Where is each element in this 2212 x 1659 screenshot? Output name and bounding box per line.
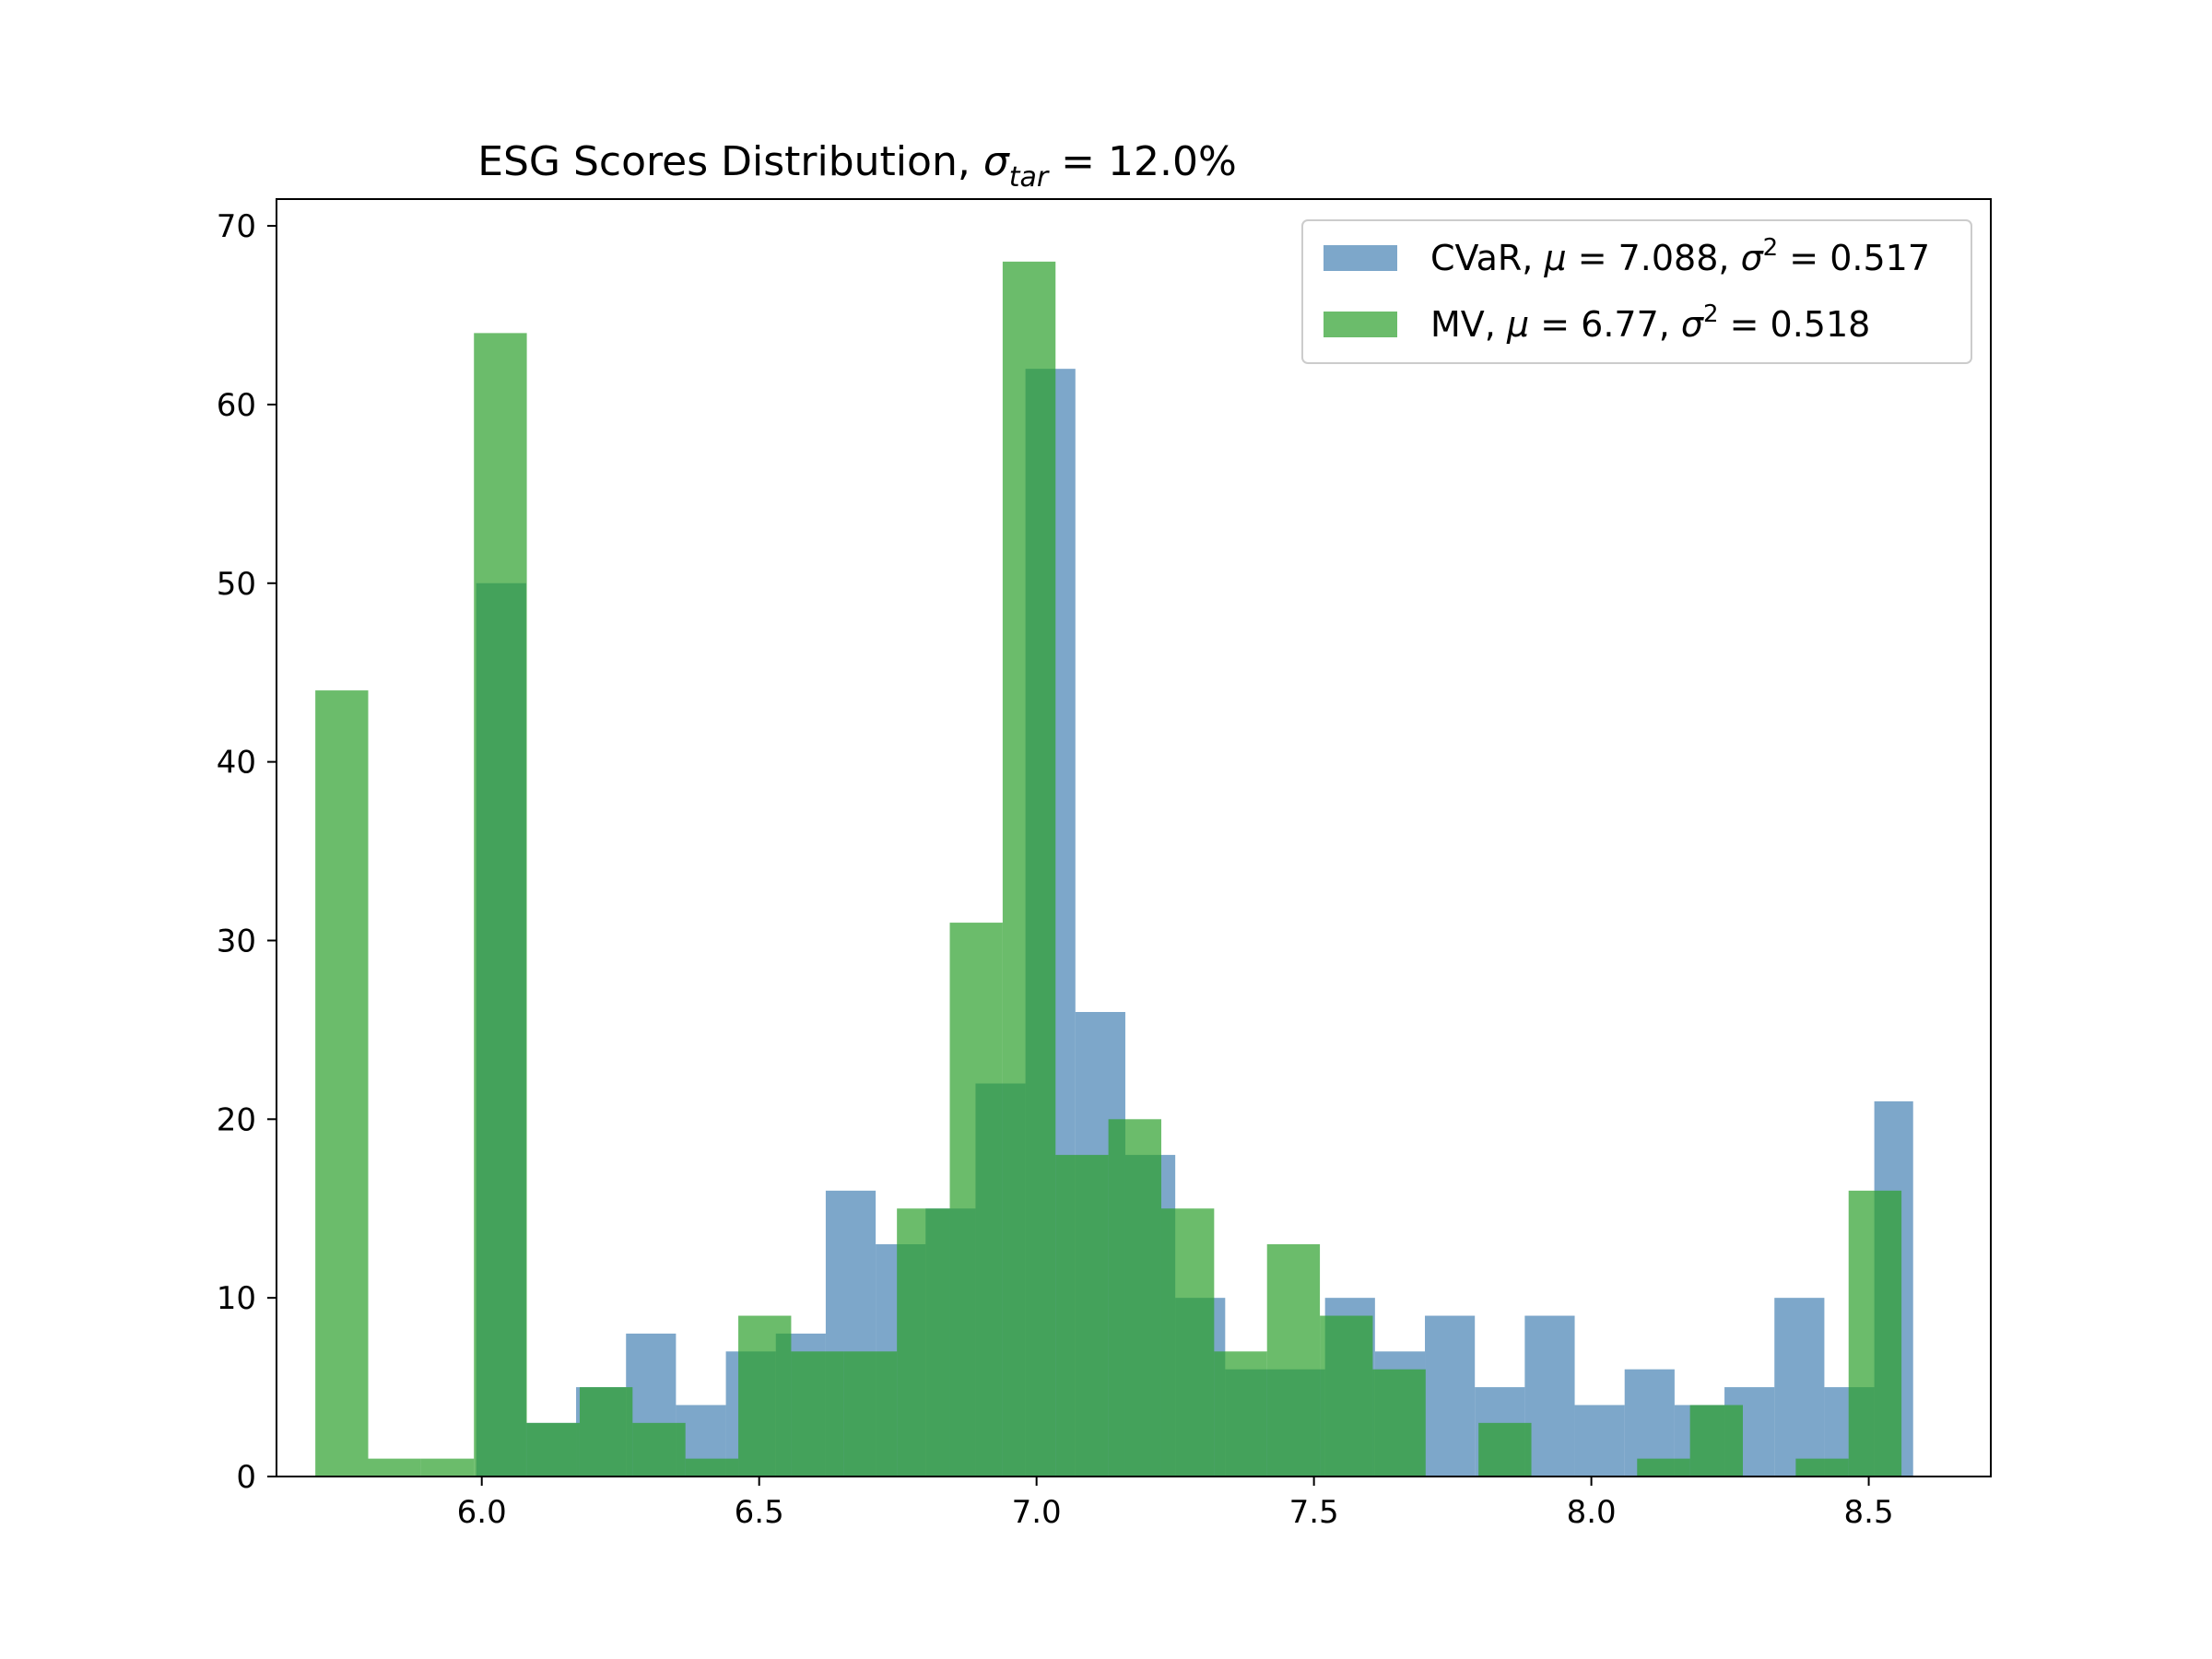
bar-mv-13 [1002,261,1056,1477]
series-mv [315,261,1902,1477]
bar-mv-1 [368,1458,421,1477]
bar-mv-3 [474,333,527,1477]
bar-mv-19 [1320,1315,1373,1477]
bar-mv-29 [1848,1190,1902,1477]
x-tick-label-2: 7.0 [1012,1494,1062,1531]
bar-mv-11 [897,1208,950,1477]
x-tick-label-1: 6.5 [735,1494,784,1531]
bar-mv-28 [1795,1458,1849,1477]
plot-frame [276,198,1992,1477]
bar-mv-8 [738,1315,792,1477]
bar-mv-15 [1108,1119,1161,1477]
bar-mv-14 [1055,1155,1109,1477]
y-tick-label-0: 0 [236,1459,256,1496]
y-axis: 0 10 20 30 40 50 60 70 [217,208,276,1496]
bar-mv-9 [791,1351,844,1477]
bar-cvar-19 [1425,1315,1476,1477]
bar-mv-18 [1266,1244,1321,1477]
y-tick-label-6: 60 [217,387,256,424]
bar-mv-4 [526,1422,580,1477]
bar-mv-7 [685,1458,739,1477]
x-tick-label-3: 7.5 [1289,1494,1339,1531]
bar-mv-22 [1478,1422,1532,1477]
legend-box [1301,219,1972,364]
x-axis: 6.0 6.5 7.0 7.5 8.0 8.5 [457,1477,1894,1531]
legend-swatch-cvar [1324,245,1397,271]
bar-cvar-21 [1524,1315,1575,1477]
bars-layer [315,261,1913,1477]
bar-mv-17 [1214,1351,1267,1477]
bar-mv-20 [1372,1369,1426,1477]
x-tick-label-0: 6.0 [457,1494,507,1531]
bar-mv-6 [632,1422,686,1477]
bar-mv-12 [949,923,1003,1477]
bar-mv-10 [843,1351,898,1477]
y-tick-label-1: 10 [217,1280,256,1317]
bar-mv-5 [579,1387,633,1477]
legend: CVaR, μ = 7.088, σ2 = 0.517 MV, μ = 6.77,… [1301,219,1972,364]
legend-label-mv: MV, μ = 6.77, σ2 = 0.518 [1430,300,1870,345]
bar-mv-2 [420,1458,475,1477]
x-tick-label-4: 8.0 [1567,1494,1617,1531]
y-tick-label-4: 40 [217,745,256,782]
bar-mv-16 [1160,1208,1215,1477]
legend-swatch-mv [1324,312,1397,337]
bar-mv-26 [1689,1405,1743,1477]
bar-mv-0 [315,690,369,1477]
y-tick-label-2: 20 [217,1101,256,1138]
bar-mv-25 [1637,1458,1690,1477]
chart-title: ESG Scores Distribution, σtar = 12.0% [477,138,1237,194]
y-tick-label-7: 70 [217,208,256,245]
legend-label-cvar: CVaR, μ = 7.088, σ2 = 0.517 [1430,234,1930,278]
x-tick-label-5: 8.5 [1844,1494,1894,1531]
bar-cvar-22 [1574,1405,1625,1477]
y-tick-label-3: 30 [217,923,256,959]
y-tick-label-5: 50 [217,566,256,603]
bar-cvar-26 [1774,1298,1825,1477]
